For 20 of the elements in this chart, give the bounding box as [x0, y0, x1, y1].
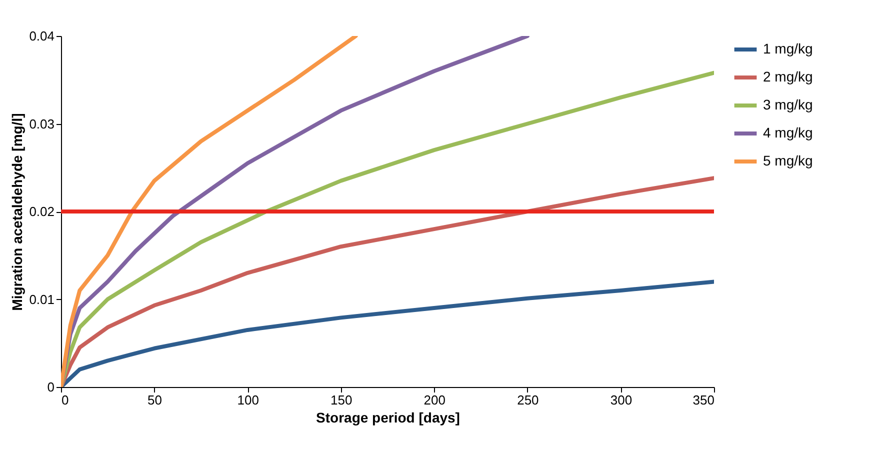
x-tick-label: 150	[330, 392, 352, 408]
x-tick-label: 200	[424, 392, 446, 408]
y-tick-label: 0.04	[29, 28, 54, 44]
legend-label: 2 mg/kg	[763, 68, 813, 84]
x-tick-label: 50	[148, 392, 162, 408]
y-tick-label: 0.03	[29, 116, 54, 132]
x-tick-label: 250	[517, 392, 539, 408]
x-tick-label: 0	[62, 392, 69, 408]
legend-label: 3 mg/kg	[763, 96, 813, 112]
legend-label: 5 mg/kg	[763, 152, 813, 168]
x-axis-title: Storage period [days]	[316, 410, 460, 426]
y-tick-label: 0	[47, 380, 54, 394]
legend-label: 1 mg/kg	[763, 40, 813, 56]
y-tick-label: 0.01	[29, 292, 54, 307]
x-tick-label: 100	[237, 392, 259, 408]
x-tick-label: 350	[692, 392, 714, 408]
y-tick-label: 0.02	[29, 204, 54, 219]
y-axis-title: Migration acetaldehyde [mg/l]	[9, 113, 26, 311]
legend-label: 4 mg/kg	[763, 124, 813, 140]
x-tick-label: 300	[610, 392, 632, 408]
